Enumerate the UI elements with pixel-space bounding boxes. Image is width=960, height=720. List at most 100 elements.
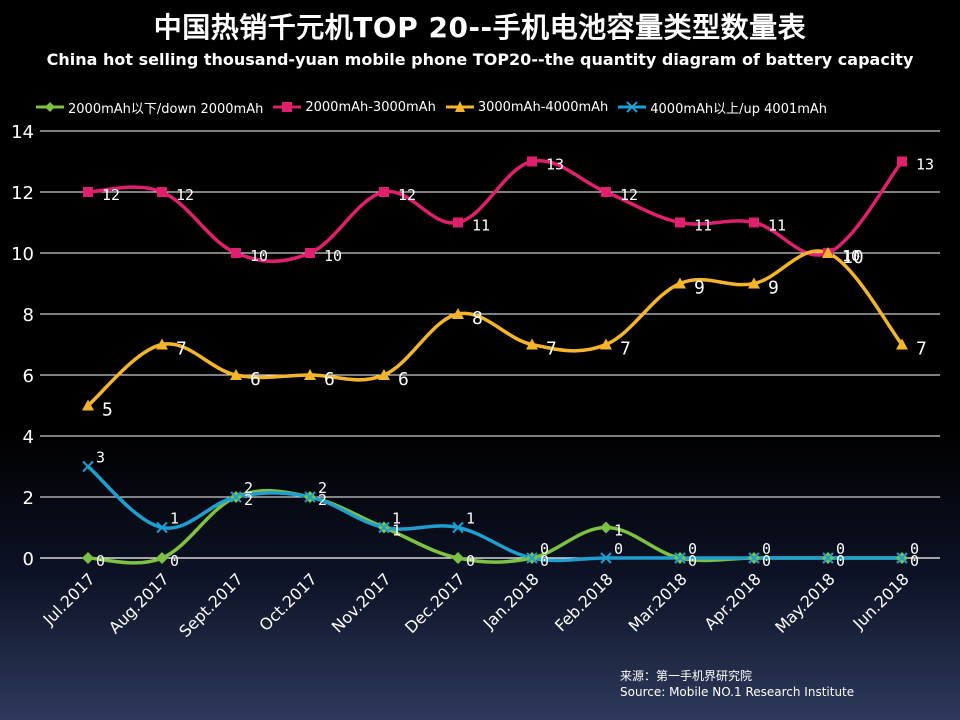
data-point-marker	[305, 248, 315, 258]
data-point-marker	[748, 552, 760, 564]
data-point-marker	[453, 217, 463, 228]
data-label: 7	[620, 339, 631, 360]
legend-label: 3000mAh-4000mAh	[477, 99, 609, 115]
data-label: 0	[688, 552, 697, 570]
data-label: 2	[318, 479, 327, 497]
data-label: 0	[910, 540, 919, 558]
series-markers	[82, 156, 908, 564]
y-tick-label: 8	[23, 305, 34, 326]
data-point-marker	[378, 521, 390, 534]
data-label: 0	[762, 552, 771, 570]
data-label: 7	[176, 339, 187, 360]
data-point-marker	[526, 552, 538, 564]
data-point-marker	[675, 217, 685, 228]
y-axis-tick-labels: 0 2 4 6 8 10 12 14	[11, 122, 34, 570]
x-marker-icon	[618, 101, 647, 113]
square-marker-icon	[273, 102, 302, 112]
source-line-en: Source: Mobile NO.1 Research Institute	[620, 685, 855, 699]
data-point-marker	[896, 552, 908, 564]
data-label: 1	[392, 522, 401, 540]
data-label: 9	[768, 278, 779, 299]
data-label: 1	[170, 510, 179, 528]
data-point-marker	[452, 552, 464, 564]
data-label: 2	[244, 491, 253, 509]
y-tick-label: 12	[11, 183, 34, 204]
x-tick-label: Feb.2018	[551, 569, 617, 635]
data-point-marker	[674, 277, 686, 289]
data-label: 0	[96, 552, 105, 570]
gridlines	[40, 130, 940, 559]
data-label: 0	[540, 540, 549, 558]
data-point-marker	[304, 491, 316, 503]
data-label: 2	[318, 491, 327, 509]
series-line	[86, 158, 904, 263]
chart-title: 中国热销千元机TOP 20--手机电池容量类型数量表	[153, 11, 807, 44]
x-tick-label: Sept.2017	[175, 569, 247, 641]
data-point-marker	[156, 552, 168, 564]
y-tick-label: 4	[23, 427, 34, 448]
data-point-marker	[157, 187, 167, 197]
data-point-marker	[822, 247, 834, 258]
data-label: 6	[250, 369, 261, 390]
data-label: 11	[768, 217, 786, 235]
x-tick-label: Aug.2017	[105, 569, 173, 637]
data-point-marker	[82, 552, 94, 564]
data-label: 7	[916, 339, 927, 360]
x-tick-label: Oct.2017	[255, 569, 320, 634]
data-label: 7	[546, 339, 557, 360]
data-point-marker	[896, 338, 908, 350]
data-point-marker	[156, 338, 168, 350]
legend-item-3000-4000: 3000mAh-4000mAh	[445, 99, 609, 115]
data-label: 0	[762, 540, 771, 558]
data-label: 6	[398, 369, 409, 390]
data-label: 0	[836, 540, 845, 558]
data-point-marker	[526, 338, 538, 350]
series-line	[86, 488, 904, 565]
data-point-marker	[82, 399, 94, 411]
data-point-marker	[748, 277, 760, 289]
data-label: 9	[694, 278, 705, 299]
y-tick-label: 2	[23, 488, 34, 509]
data-point-marker	[379, 187, 389, 197]
data-point-marker	[600, 521, 612, 534]
data-label: 0	[688, 540, 697, 558]
data-point-marker	[230, 369, 242, 380]
data-label: 1	[392, 510, 401, 528]
legend-label: 2000mAh以下/down 2000mAh	[68, 101, 264, 117]
y-tick-label: 14	[11, 122, 34, 143]
x-tick-label: Apr.2018	[700, 569, 764, 633]
data-label: 12	[176, 186, 194, 204]
data-label: 0	[466, 552, 475, 570]
data-label: 13	[916, 156, 934, 174]
data-point-marker	[674, 552, 686, 564]
x-axis-tick-labels: Jul.2017 Aug.2017 Sept.2017 Oct.2017 Nov.201…	[39, 569, 913, 641]
x-tick-label: Jun.2018	[849, 569, 913, 633]
data-point-marker	[600, 552, 612, 564]
data-label: 1	[466, 510, 475, 528]
data-label: 0	[614, 540, 623, 558]
data-label: 1	[614, 522, 623, 540]
data-label: 10	[842, 247, 860, 265]
data-point-marker	[452, 521, 464, 534]
diamond-marker-icon	[36, 102, 64, 112]
data-label: 10	[250, 247, 268, 265]
y-tick-label: 10	[11, 244, 34, 265]
data-label: 10	[842, 247, 864, 268]
data-point-marker	[600, 338, 612, 350]
legend: 2000mAh以下/down 2000mAh 2000mAh-3000mAh 3…	[36, 96, 837, 118]
data-point-marker	[230, 491, 242, 503]
data-label: 0	[170, 552, 179, 570]
y-tick-label: 6	[23, 366, 34, 387]
data-label: 3	[96, 449, 105, 467]
data-point-marker	[822, 552, 834, 564]
data-label: 8	[472, 308, 483, 329]
data-label: 12	[620, 186, 638, 204]
data-label: 0	[836, 552, 845, 570]
x-tick-label: Nov.2017	[328, 569, 395, 636]
data-point-marker	[527, 156, 537, 167]
x-tick-label: Dec.2017	[401, 569, 469, 637]
data-label: 11	[694, 217, 712, 235]
data-label: 0	[540, 552, 549, 570]
data-label: 13	[546, 156, 564, 174]
